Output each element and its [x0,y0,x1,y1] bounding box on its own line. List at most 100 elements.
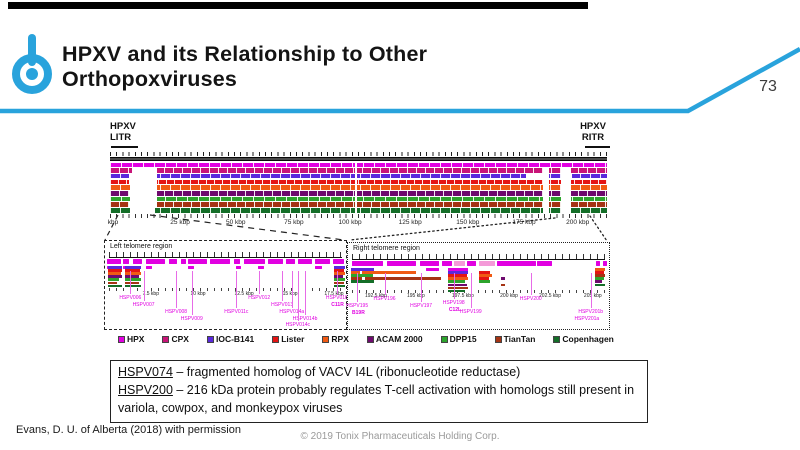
genome-bottom-ruler [110,213,607,218]
homolog-bar [125,278,142,281]
box-scale-label: 197.5 kbp [451,293,474,299]
gene-segment [603,261,607,266]
gene-segment [145,259,166,264]
gene-callout-line [236,271,238,308]
gene-callout-line [470,273,472,308]
gene-label: C11R [331,302,344,308]
gene-segment [168,259,178,264]
gene-segment [285,259,296,264]
legend-swatch [494,335,502,343]
track-ioc-b141 [110,173,607,179]
legend-item-dpp15: DPP15 [440,334,477,344]
scale-label: 200 kbp [566,218,590,226]
virus-legend: HPX CPX IOC-B141 Lister RPX ACAM 2000 DPP15 Tia… [118,334,614,344]
gene-callout-line [282,271,284,301]
top-black-bar [8,2,588,9]
left-box-ruler [109,252,342,258]
scale-label: 75 kbp [284,218,304,226]
homolog-bar [448,274,467,277]
gene-segment-pale [453,261,466,266]
homolog-bar [448,289,466,293]
gene-callout-line [336,271,338,294]
gene-label: HSPV196 [373,296,396,302]
gene-label: HSPV014a [279,309,305,315]
homolog-bar [594,268,606,271]
legend-label: ACAM 2000 [375,334,423,344]
gene-label: HSPV013 [271,302,294,308]
box-scale-label: 205 kbp [583,293,602,299]
gene-segment [188,259,208,264]
homolog-bar [448,280,466,283]
track-acam-2000 [110,190,607,196]
homolog-bar [594,277,604,280]
legend-swatch [440,335,448,343]
ritr-underline [585,146,610,148]
legend-swatch [366,335,374,343]
gene-segment [441,261,453,266]
litr-underline [111,146,138,148]
homolog-bar [107,266,123,269]
homolog-bar [478,274,492,277]
litr-label: HPXV LITR [110,121,136,143]
homolog-bar [448,283,467,286]
gene-segment-row2 [236,265,242,269]
legend-label: Lister [281,334,305,344]
gene-callout-line [421,273,423,302]
genome-alignment-figure: kbp 25 kbp 50 kbp 75 kbp 100 kbp 125 kbp 150 k… [108,152,607,228]
legend-swatch [162,335,170,343]
legend-swatch [118,335,125,343]
homolog-bar [125,275,139,278]
legend-label: DPP15 [449,334,477,344]
box-scale-label: 200 kbp [500,293,518,299]
legend-label: IOC-B141 [215,334,255,344]
legend-label: CPX [171,334,189,344]
homolog-bar [334,278,345,281]
gene-segment [466,261,476,266]
homolog-bar [351,268,375,271]
gene-segment [419,261,440,266]
legend-item-cpx: CPX [162,334,189,344]
genome-top-ruler [110,152,607,156]
legend-label: HPX [127,334,145,344]
legend-label: TianTan [503,334,536,344]
homolog-bar [351,280,375,283]
gene-label: HSPV199 [459,309,482,315]
gene-callout-line [530,273,532,295]
gene-callout-line [357,273,359,302]
gene-segment [209,259,231,264]
legend-item-acam-2000: ACAM 2000 [366,334,423,344]
gene-segment [243,259,266,264]
gene-segment [537,261,552,266]
homolog-bar [125,269,140,272]
scale-label: 50 kbp [225,218,246,226]
right-box-title: Right telomere region [353,245,420,252]
annotation-note-box: HSPV074 – fragmented homolog of VACV I4L… [110,360,648,424]
track-rpx [110,185,607,190]
homolog-bar [107,281,118,284]
legend-item-ioc-b141: IOC-B141 [206,334,255,344]
legend-item-rpx: RPX [322,334,349,344]
track-lister [110,179,607,185]
legend-label: Copenhagen [562,334,614,344]
gene-callout-line [191,271,193,315]
gene-segment [314,259,331,264]
gene-callout-line [453,273,455,299]
gene-segment [132,259,143,264]
homolog-bar [107,269,123,272]
gene-callout-line [143,271,145,301]
title-line-1: HPXV and its Relationship to Other [62,42,428,66]
gene-callout-line [130,271,132,294]
gene-label: HSPV201b [578,309,604,315]
homolog-bar [362,271,416,274]
right-box-ruler [352,254,605,260]
legend-item-hpx: HPX [118,334,144,344]
gene-segment [387,261,416,266]
gene-label: HSPV008 [165,309,188,315]
gene-callout-line [384,273,386,295]
gene-segment-row2 [258,265,265,269]
homolog-bar [334,269,344,272]
gene-segment [351,261,384,266]
track-tiantan [110,202,607,207]
note-term-hspv200: HSPV200 [118,382,173,397]
homolog-bar [594,283,606,286]
